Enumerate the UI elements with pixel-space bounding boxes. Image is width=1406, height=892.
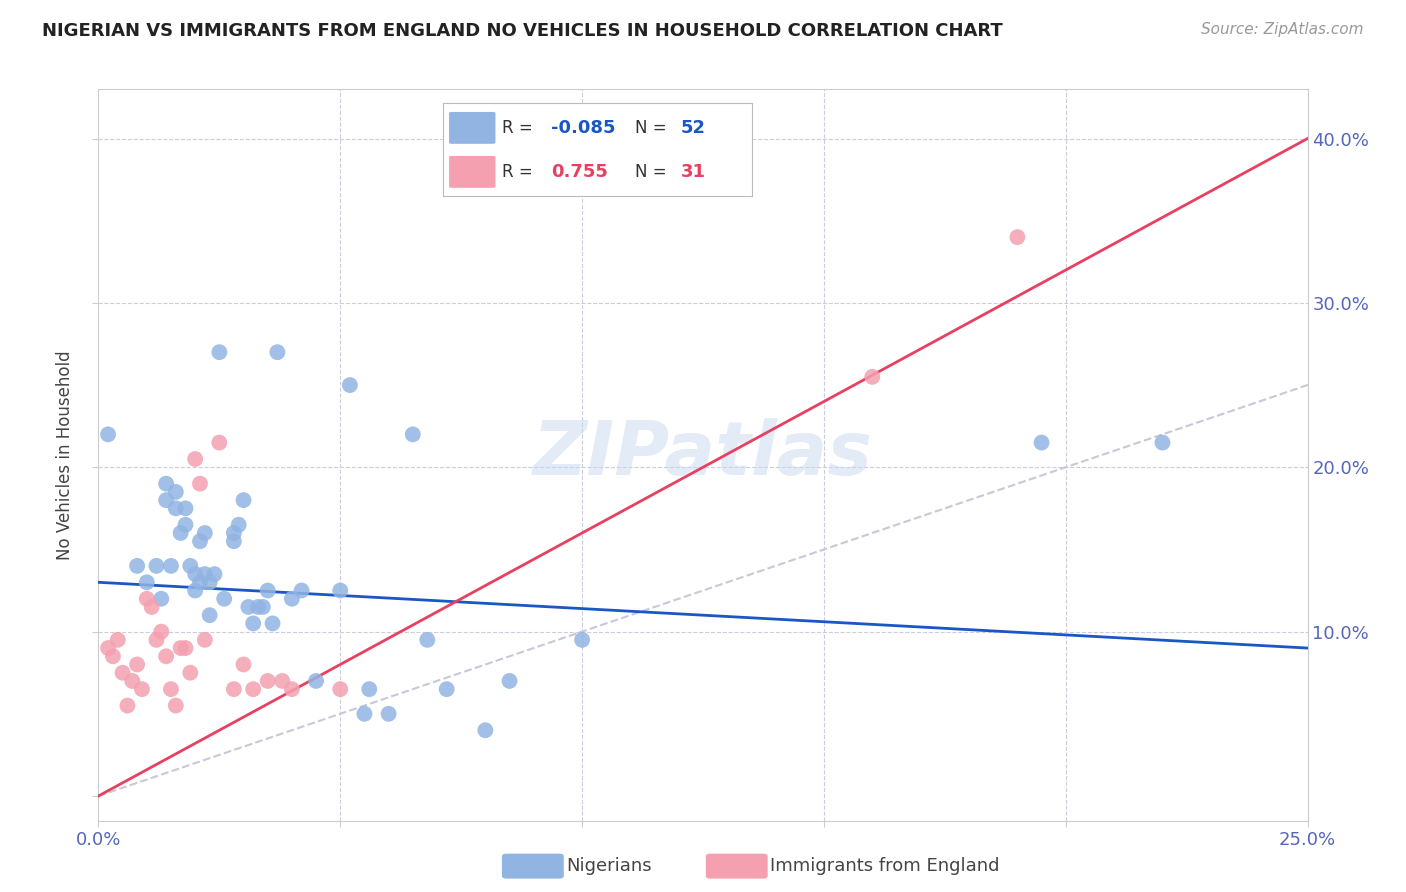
Point: [127, 558, 149, 573]
Point: [198, 575, 221, 590]
Point: [194, 567, 217, 582]
Point: [416, 632, 439, 647]
Point: [281, 682, 304, 697]
Point: [305, 673, 328, 688]
Y-axis label: No Vehicles in Household: No Vehicles in Household: [56, 350, 75, 560]
Point: [329, 682, 352, 697]
Point: [242, 616, 264, 631]
Text: 31: 31: [681, 163, 706, 181]
Point: [107, 632, 129, 647]
Point: [97, 641, 120, 656]
Text: ZIPatlas: ZIPatlas: [533, 418, 873, 491]
Point: [262, 616, 284, 631]
Point: [101, 649, 124, 664]
Point: [1152, 435, 1174, 450]
Point: [135, 591, 157, 606]
Point: [174, 641, 197, 656]
Text: N =: N =: [634, 163, 666, 181]
Point: [188, 476, 211, 491]
Text: R =: R =: [502, 163, 533, 181]
Point: [194, 632, 217, 647]
Text: Source: ZipAtlas.com: Source: ZipAtlas.com: [1201, 22, 1364, 37]
Text: 0.755: 0.755: [551, 163, 607, 181]
Point: [155, 649, 177, 664]
Point: [474, 723, 496, 738]
Point: [150, 624, 173, 639]
Point: [160, 558, 183, 573]
Point: [169, 641, 191, 656]
Point: [155, 476, 177, 491]
Point: [290, 583, 312, 598]
Point: [194, 526, 217, 541]
Text: N =: N =: [634, 119, 666, 136]
Point: [111, 665, 134, 680]
Point: [145, 558, 167, 573]
Point: [256, 583, 278, 598]
Text: R =: R =: [502, 119, 533, 136]
Point: [179, 665, 201, 680]
Point: [145, 632, 167, 647]
Point: [222, 682, 245, 697]
Point: [208, 345, 231, 359]
Point: [571, 632, 593, 647]
Point: [232, 493, 254, 508]
Point: [377, 706, 399, 721]
Point: [188, 534, 211, 549]
Point: [135, 575, 157, 590]
Point: [436, 682, 458, 697]
Point: [252, 599, 274, 614]
Point: [150, 591, 173, 606]
Point: [131, 682, 153, 697]
Point: [127, 657, 149, 672]
Point: [184, 567, 207, 582]
Point: [339, 378, 361, 392]
Point: [281, 591, 304, 606]
Point: [498, 673, 520, 688]
Point: [242, 682, 264, 697]
Point: [117, 698, 139, 713]
Point: [208, 435, 231, 450]
Point: [212, 591, 235, 606]
Point: [160, 682, 183, 697]
Point: [271, 673, 294, 688]
Point: [329, 583, 352, 598]
Point: [222, 534, 245, 549]
Point: [179, 558, 201, 573]
Text: 52: 52: [681, 119, 706, 136]
Point: [1007, 230, 1029, 244]
Text: Nigerians: Nigerians: [567, 857, 652, 875]
FancyBboxPatch shape: [449, 156, 495, 188]
Text: Immigrants from England: Immigrants from England: [770, 857, 1000, 875]
Point: [1031, 435, 1053, 450]
FancyBboxPatch shape: [449, 112, 495, 144]
Text: NIGERIAN VS IMMIGRANTS FROM ENGLAND NO VEHICLES IN HOUSEHOLD CORRELATION CHART: NIGERIAN VS IMMIGRANTS FROM ENGLAND NO V…: [42, 22, 1002, 40]
Point: [121, 673, 143, 688]
Point: [174, 501, 197, 516]
Point: [402, 427, 425, 442]
Point: [266, 345, 288, 359]
Point: [359, 682, 381, 697]
Point: [198, 608, 221, 623]
Point: [238, 599, 260, 614]
Point: [228, 517, 250, 532]
Point: [860, 369, 883, 384]
Point: [353, 706, 375, 721]
Text: -0.085: -0.085: [551, 119, 616, 136]
Point: [222, 526, 245, 541]
Point: [256, 673, 278, 688]
Point: [232, 657, 254, 672]
Point: [165, 501, 187, 516]
Point: [97, 427, 120, 442]
Point: [165, 484, 187, 499]
Point: [165, 698, 187, 713]
Point: [141, 599, 163, 614]
Point: [169, 526, 191, 541]
Point: [184, 583, 207, 598]
Point: [184, 452, 207, 467]
Point: [155, 493, 177, 508]
Point: [204, 567, 226, 582]
Point: [188, 575, 211, 590]
Point: [247, 599, 270, 614]
Point: [174, 517, 197, 532]
